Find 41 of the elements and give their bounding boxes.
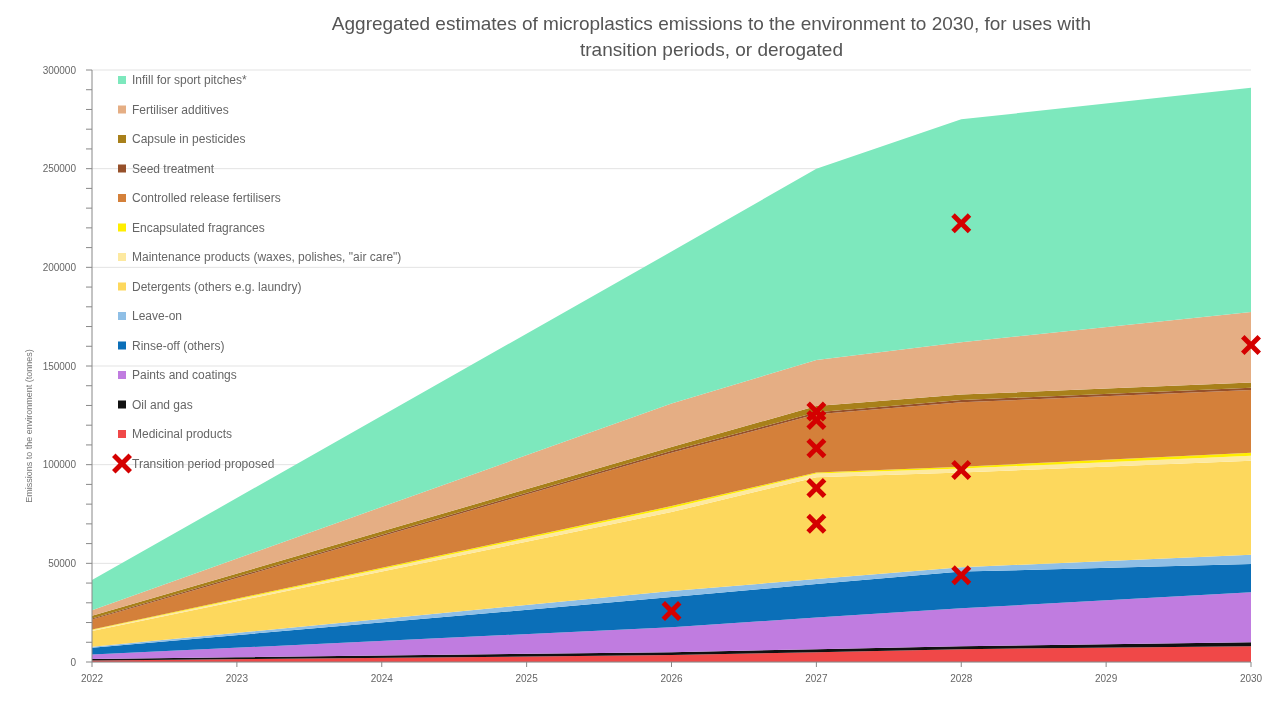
point xyxy=(806,438,827,459)
legend-label: Paints and coatings xyxy=(132,368,237,383)
point xyxy=(806,513,827,534)
y-tick-label: 100000 xyxy=(42,459,77,471)
point xyxy=(1241,334,1261,355)
legend-label: Oil and gas xyxy=(132,397,193,412)
legend-label: Seed treatment xyxy=(132,161,215,176)
legend-label: Rinse-off (others) xyxy=(132,338,225,353)
y-tick-label: 200000 xyxy=(42,261,77,273)
x-tick-label: 2029 xyxy=(1095,673,1118,684)
legend-label: Medicinal products xyxy=(132,427,233,442)
point xyxy=(806,410,827,431)
x-tick-label: 2028 xyxy=(950,673,973,684)
y-tick-label: 150000 xyxy=(42,360,77,372)
point xyxy=(951,213,972,234)
point xyxy=(806,477,827,498)
x-tick-label: 2027 xyxy=(805,673,828,684)
legend-label: Fertiliser additives xyxy=(132,102,229,117)
chart-title: Aggregated estimates of microplastics emissions to the environment to 2030, for uses with transition periods, or derogated xyxy=(331,13,1092,60)
legend-label: Transition period proposed xyxy=(132,456,275,471)
x-tick-label: 2022 xyxy=(80,673,104,684)
legend-label: Leave-on xyxy=(132,309,183,324)
legend-label: Maintenance products (waxes, polishes, "air care") xyxy=(132,250,402,265)
legend-label: Controlled release fertilisers xyxy=(132,191,281,206)
x-tick-label: 2026 xyxy=(660,673,684,684)
legend-label: Encapsulated fragrances xyxy=(132,220,265,235)
y-tick-label: 50000 xyxy=(48,557,77,569)
y-axis-title: Emissions to the environment (tonnes) xyxy=(24,349,34,503)
y-tick-label: 250000 xyxy=(42,163,77,175)
y-tick-label: 300000 xyxy=(42,64,77,76)
point xyxy=(951,565,972,586)
y-tick-label: 0 xyxy=(70,656,77,668)
x-tick-label: 2024 xyxy=(370,673,394,684)
legend-label: Infill for sport pitches* xyxy=(132,73,248,88)
legend-label: Detergents (others e.g. laundry) xyxy=(132,279,302,294)
x-tick-label: 2025 xyxy=(515,673,539,684)
point xyxy=(951,459,972,480)
x-tick-label: 2023 xyxy=(225,673,249,684)
point xyxy=(661,601,682,622)
x-tick-label: 2030 xyxy=(1239,673,1263,684)
legend-label: Capsule in pesticides xyxy=(132,132,246,147)
